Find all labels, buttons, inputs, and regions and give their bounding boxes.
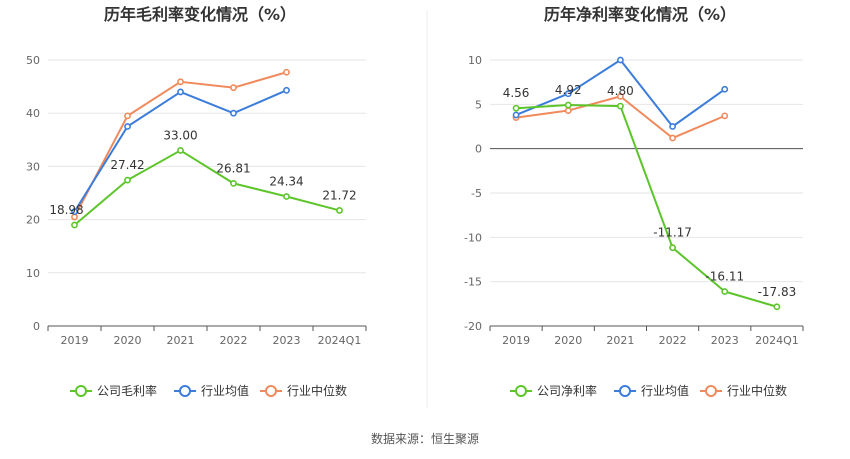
chart2-xtick-label: 2024Q1 — [755, 334, 799, 347]
chart2-data-label: -17.83 — [758, 285, 797, 299]
chart1-data-label: 26.81 — [216, 161, 250, 175]
chart1-point-company — [71, 221, 78, 229]
chart1-xtick-label: 2022 — [220, 334, 248, 347]
chart2-point-avg — [617, 56, 624, 64]
chart1-data-label: 24.34 — [269, 175, 303, 189]
chart1-point-company — [230, 179, 237, 187]
chart2-point-median — [721, 112, 729, 120]
chart2-xtick-label: 2022 — [659, 334, 687, 347]
chart1-line-company — [73, 149, 340, 226]
chart2-point-company — [564, 101, 572, 109]
chart2-ytick-label: 5 — [475, 98, 482, 111]
chart2-point-avg — [512, 111, 520, 119]
chart1-legend-label-avg: 行业均值 — [201, 383, 249, 398]
chart2-point-company — [512, 104, 520, 112]
chart2-ytick-label: -10 — [464, 231, 482, 244]
chart2-point-company — [721, 288, 729, 295]
chart2-xtick-label: 2019 — [502, 334, 530, 347]
chart1-data-label: 18.98 — [49, 203, 83, 217]
chart1-xtick-label: 2024Q1 — [318, 334, 362, 347]
chart1-point-avg — [71, 208, 78, 216]
chart2-line-company — [516, 104, 778, 308]
chart2-legend-marker-company — [515, 385, 527, 397]
chart1-point-company — [336, 207, 343, 214]
chart2-point-median — [564, 107, 572, 114]
chart1-data-label: 33.00 — [163, 128, 197, 142]
chart2-point-median — [669, 134, 676, 142]
chart2-ytick-label: -5 — [471, 187, 482, 200]
chart2-ytick-label: 0 — [475, 143, 482, 156]
chart2-data-label: 4.80 — [607, 84, 634, 98]
chart1-point-median — [230, 84, 237, 92]
chart2-point-avg — [721, 85, 729, 93]
chart1-ytick-label: 10 — [26, 267, 40, 280]
chart2-point-avg — [669, 123, 676, 130]
chart1-point-median — [177, 78, 184, 86]
chart2-data-label: 4.56 — [503, 86, 530, 100]
chart1-point-avg — [124, 123, 131, 130]
chart1-data-label: 21.72 — [322, 188, 356, 202]
chart2-point-company — [773, 303, 781, 311]
chart2-data-label: -16.11 — [705, 270, 744, 284]
chart1-point-median — [124, 112, 131, 120]
chart1-point-avg — [230, 109, 237, 117]
chart1-point-company — [283, 193, 290, 200]
chart1-legend-marker-avg — [179, 385, 191, 397]
chart2-xtick-label: 2021 — [606, 334, 634, 347]
chart2-xtick-label: 2020 — [554, 334, 582, 347]
chart2-point-median — [617, 92, 624, 100]
chart1-ytick-label: 40 — [26, 107, 40, 120]
data-source-footer: 数据来源：恒生聚源 — [370, 432, 479, 446]
chart2-point-avg — [564, 90, 572, 98]
chart1-xtick-label: 2019 — [61, 334, 89, 347]
chart1-legend-marker-median — [265, 385, 277, 397]
chart1-point-avg — [177, 88, 184, 96]
chart2-ytick-label: -20 — [464, 320, 482, 333]
chart2-data-label: 4.92 — [555, 83, 582, 97]
chart1-data-label: 27.42 — [110, 158, 144, 172]
chart2-legend-label-avg: 行业均值 — [641, 383, 689, 398]
chart2-legend-marker-avg — [619, 385, 631, 397]
chart1-ytick-label: 0 — [33, 320, 40, 333]
chart1-title: 历年毛利率变化情况（%） — [104, 5, 296, 24]
chart1-ytick-label: 20 — [26, 214, 40, 227]
chart1-point-company — [124, 176, 131, 184]
chart1-legend-label-median: 行业中位数 — [287, 383, 347, 398]
chart2-ytick-label: -15 — [464, 276, 482, 289]
chart2-ytick-label: 10 — [468, 54, 482, 67]
chart2-point-company — [617, 102, 624, 110]
chart1-ytick-label: 30 — [26, 160, 40, 173]
chart2-xtick-label: 2023 — [711, 334, 739, 347]
chart1-legend-label-company: 公司毛利率 — [97, 383, 157, 398]
chart2-point-company — [669, 244, 676, 252]
chart1-xtick-label: 2020 — [114, 334, 142, 347]
chart2-legend-label-median: 行业中位数 — [727, 383, 787, 398]
chart1-ytick-label: 50 — [26, 54, 40, 67]
chart1-point-avg — [283, 86, 290, 94]
chart2-legend-marker-median — [705, 385, 717, 397]
chart2-data-label: -11.17 — [653, 226, 692, 240]
chart1-xtick-label: 2023 — [273, 334, 301, 347]
chart2-legend-label-company: 公司净利率 — [537, 383, 597, 398]
chart2-title: 历年净利率变化情况（%） — [544, 5, 736, 24]
chart1-legend-marker-company — [75, 385, 87, 397]
chart1-point-median — [283, 68, 290, 76]
chart1-point-company — [177, 147, 184, 154]
chart1-xtick-label: 2021 — [167, 334, 195, 347]
